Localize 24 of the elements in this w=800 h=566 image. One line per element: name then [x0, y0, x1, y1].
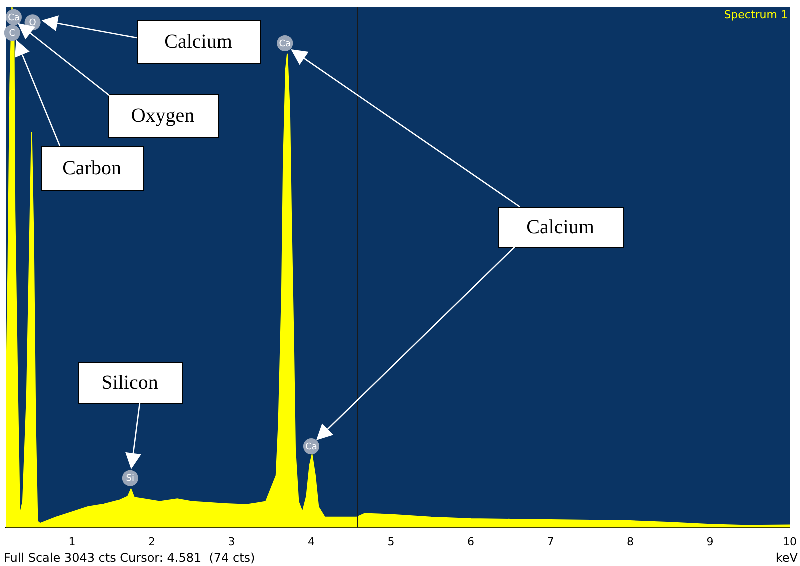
x-tick-label: 8: [626, 535, 634, 548]
x-tick-label: 5: [388, 535, 395, 548]
x-tick-label: 6: [467, 535, 474, 548]
text: Full Scale 3043 cts Cursor: 4.581 (74 cts): [4, 551, 256, 565]
x-tick-label: 1: [68, 535, 76, 548]
annotation: Silicon: [102, 372, 158, 394]
annotation: Carbon: [62, 157, 122, 180]
x-tick-label: 3: [228, 535, 236, 548]
annotation: Ca: [306, 442, 318, 452]
annotation: Calcium: [526, 216, 595, 238]
annotation: C: [9, 28, 16, 39]
x-tick-label: 7: [547, 535, 554, 548]
annotation: Si: [126, 474, 135, 484]
chart-title: Spectrum 1: [724, 8, 788, 22]
annotation: Oxygen: [131, 104, 195, 127]
annotation: Calcium: [164, 30, 233, 53]
x-axis-title: keV: [776, 551, 799, 565]
annotation: Ca: [279, 39, 292, 50]
annotation: O: [29, 18, 36, 28]
x-tick-label: 4: [308, 535, 315, 548]
x-tick-label: 10: [783, 535, 797, 548]
annotation: Ca: [8, 13, 20, 24]
x-tick-label: 2: [148, 535, 156, 548]
x-tick-label: 9: [706, 535, 714, 548]
